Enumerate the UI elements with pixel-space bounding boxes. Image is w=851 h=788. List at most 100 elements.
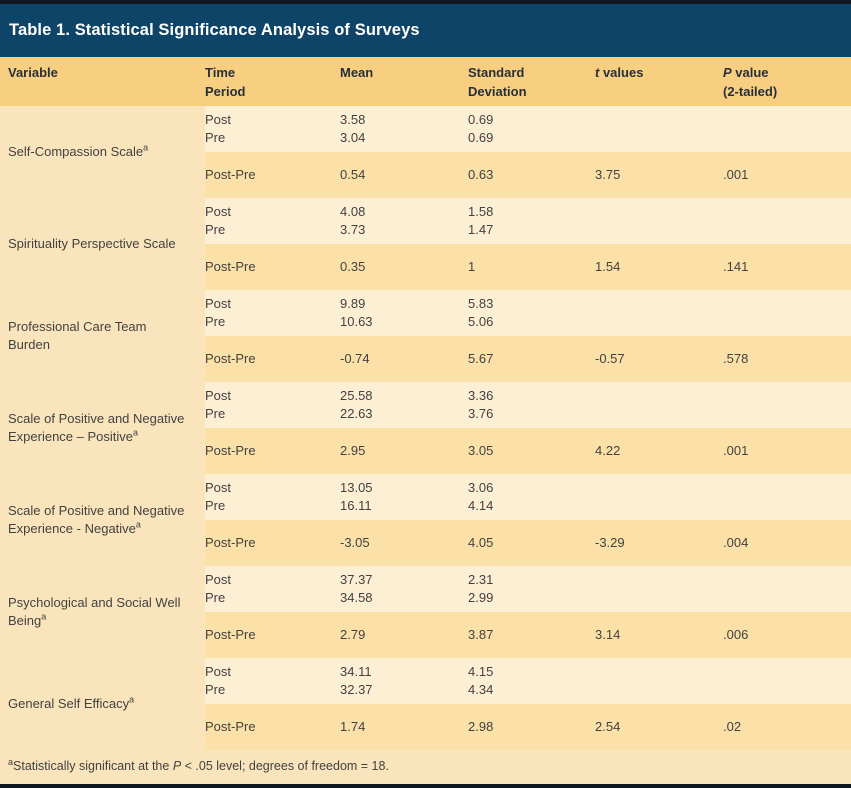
sd-cell: 5.83	[468, 296, 494, 311]
header-standard-deviation: Standard Deviation	[468, 63, 595, 106]
time-period-cell: Post-Pre	[205, 259, 256, 274]
p-cell	[723, 387, 851, 405]
table-section: Psychological and Social Well Beinga Pos…	[0, 566, 851, 658]
post-pre-band: Post 3.58 0.69 Pre 3.04 0.69	[205, 106, 851, 152]
p-cell: .001	[723, 167, 749, 182]
header-mean-label: Mean	[340, 65, 374, 80]
table-title-bar: Table 1. Statistical Significance Analys…	[0, 4, 851, 57]
mean-cell: 10.63	[340, 314, 373, 329]
post-row: Post 9.89 5.83	[205, 295, 851, 313]
sd-cell: 0.63	[468, 167, 494, 182]
time-period-cell: Pre	[205, 682, 226, 697]
footnote-text-2: < .05 level; degrees of freedom = 18.	[181, 759, 389, 773]
t-cell	[595, 203, 723, 221]
p-cell	[723, 221, 851, 239]
time-period-cell: Pre	[205, 130, 226, 145]
mean-cell: 2.95	[340, 443, 366, 458]
variable-text: Psychological and Social Well Being	[8, 595, 181, 628]
diff-band: Post-Pre 2.95 3.05 4.22 .001	[205, 428, 851, 474]
pre-row: Pre 16.11 4.14	[205, 497, 851, 515]
time-period-cell: Post-Pre	[205, 443, 256, 458]
mean-cell: 16.11	[340, 498, 372, 513]
p-cell	[723, 681, 851, 699]
time-period-cell: Post	[205, 112, 232, 127]
p-cell	[723, 129, 851, 147]
mean-cell: 9.89	[340, 296, 366, 311]
mean-cell: 0.54	[340, 167, 366, 182]
sd-cell: 3.87	[468, 627, 494, 642]
t-italic: t	[595, 65, 600, 80]
sd-cell: 4.14	[468, 498, 494, 513]
header-variable: Variable	[0, 63, 205, 106]
p-rest: value	[731, 65, 769, 80]
sd-cell: 3.76	[468, 406, 494, 421]
time-period-cell: Post-Pre	[205, 627, 256, 642]
sd-cell: 2.31	[468, 572, 494, 587]
p-cell: .006	[723, 627, 749, 642]
data-cell: Post 25.58 3.36 Pre 22.63 3.76	[205, 382, 851, 474]
post-row: Post 4.08 1.58	[205, 203, 851, 221]
p-cell	[723, 571, 851, 589]
variable-text: Self-Compassion Scale	[8, 144, 144, 159]
variable-cell: Scale of Positive and Negative Experienc…	[0, 382, 205, 474]
t-cell	[595, 313, 723, 331]
variable-label: Self-Compassion Scalea	[8, 143, 148, 161]
mean-cell: 34.58	[340, 590, 373, 605]
p-cell	[723, 663, 851, 681]
t-cell	[595, 681, 723, 699]
time-period-cell: Post	[205, 480, 232, 495]
post-row: Post 25.58 3.36	[205, 387, 851, 405]
post-row: Post 3.58 0.69	[205, 111, 851, 129]
variable-text: Scale of Positive and Negative Experienc…	[8, 411, 185, 444]
sd-cell: 3.05	[468, 443, 494, 458]
t-cell	[595, 571, 723, 589]
sd-cell: 3.06	[468, 480, 494, 495]
sd-cell: 4.05	[468, 535, 494, 550]
post-pre-band: Post 9.89 5.83 Pre 10.63 5.06	[205, 290, 851, 336]
table-title: Table 1. Statistical Significance Analys…	[9, 21, 420, 39]
mean-cell: 25.58	[340, 388, 373, 403]
post-pre-band: Post 25.58 3.36 Pre 22.63 3.76	[205, 382, 851, 428]
t-rest: values	[599, 65, 644, 80]
time-period-cell: Post	[205, 388, 232, 403]
sd-cell: 1	[468, 259, 476, 274]
p-cell: .02	[723, 719, 742, 734]
pre-row: Pre 34.58 2.99	[205, 589, 851, 607]
time-period-cell: Post-Pre	[205, 535, 256, 550]
significance-superscript: a	[129, 694, 135, 705]
post-pre-band: Post 37.37 2.31 Pre 34.58 2.99	[205, 566, 851, 612]
header-p-line2: (2-tailed)	[723, 84, 778, 99]
header-t-values-label: t values	[595, 63, 723, 82]
sd-cell: 4.15	[468, 664, 494, 679]
sd-cell: 0.69	[468, 112, 494, 127]
header-p-value: P value (2-tailed)	[723, 63, 851, 106]
sd-cell: 1.58	[468, 204, 494, 219]
sd-cell: 1.47	[468, 222, 494, 237]
time-period-cell: Pre	[205, 498, 226, 513]
mean-cell: 4.08	[340, 204, 366, 219]
mean-cell: 34.11	[340, 664, 372, 679]
footnote-superscript: a	[8, 756, 14, 767]
table-body: Self-Compassion Scalea Post 3.58 0.69 Pr…	[0, 106, 851, 750]
time-period-cell: Pre	[205, 590, 226, 605]
variable-cell: Spirituality Perspective Scale	[0, 198, 205, 290]
sd-cell: 2.98	[468, 719, 494, 734]
header-t-values: t values	[595, 63, 723, 106]
t-cell	[595, 497, 723, 515]
mean-cell: 22.63	[340, 406, 373, 421]
variable-label: Spirituality Perspective Scale	[8, 235, 176, 253]
time-period-cell: Post-Pre	[205, 167, 256, 182]
diff-band: Post-Pre 0.35 1 1.54 .141	[205, 244, 851, 290]
t-cell	[595, 405, 723, 423]
header-sd-line2: Deviation	[468, 84, 527, 99]
t-cell	[595, 295, 723, 313]
post-row: Post 13.05 3.06	[205, 479, 851, 497]
variable-text: Scale of Positive and Negative Experienc…	[8, 503, 185, 536]
footnote-p-italic: P	[172, 759, 182, 773]
p-cell	[723, 203, 851, 221]
variable-cell: Psychological and Social Well Beinga	[0, 566, 205, 658]
time-period-cell: Post-Pre	[205, 719, 256, 734]
table-section: Self-Compassion Scalea Post 3.58 0.69 Pr…	[0, 106, 851, 198]
diff-band: Post-Pre 1.74 2.98 2.54 .02	[205, 704, 851, 750]
